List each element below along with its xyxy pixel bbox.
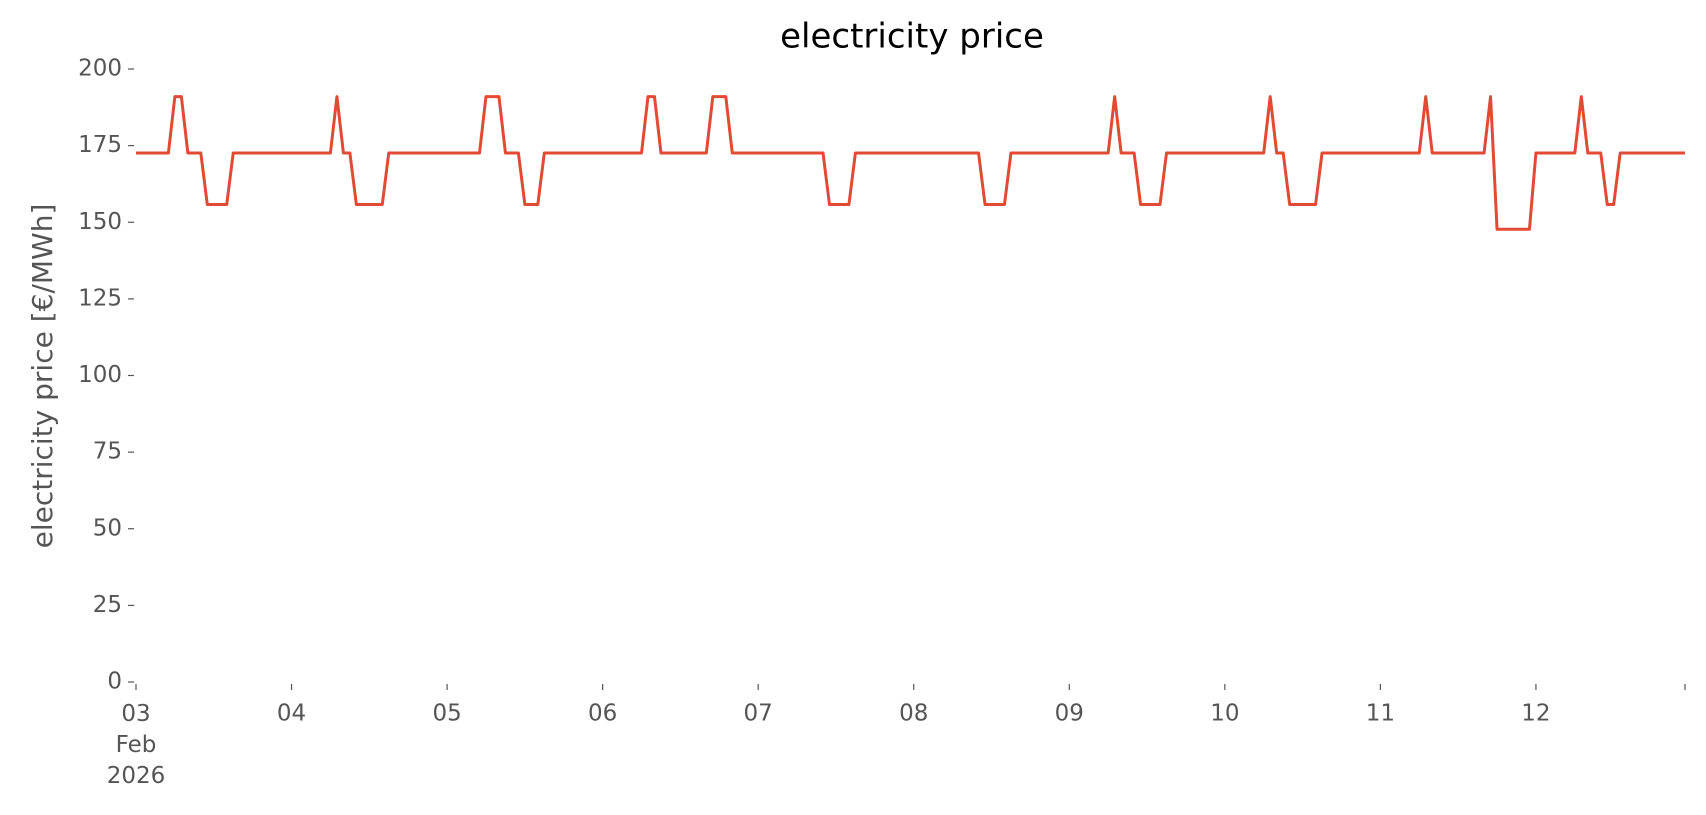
x-tick-label: 06	[588, 701, 617, 727]
x-tick-label: 03 Feb 2026	[107, 701, 166, 789]
x-tick-label: 12	[1521, 701, 1550, 727]
tick-label-line: Feb	[116, 732, 157, 758]
tick-label-line: 2026	[107, 763, 166, 789]
y-axis-label: electricity price [€/MWh]	[26, 204, 59, 549]
x-tick-label: 09	[1055, 701, 1084, 727]
y-tick-label: 50	[93, 515, 122, 541]
y-tick-label: 175	[78, 132, 122, 158]
x-tick-label: 04	[277, 701, 306, 727]
x-tick-label: 07	[744, 701, 773, 727]
y-tick-label: 100	[78, 362, 122, 388]
price-line	[136, 95, 1685, 231]
y-tick-label: 0	[107, 669, 122, 695]
y-tick-label: 200	[78, 56, 122, 82]
tick-label-line: 03	[121, 701, 150, 727]
x-tick-label: 08	[899, 701, 928, 727]
y-tick-label: 125	[78, 285, 122, 311]
chart-title: electricity price	[780, 17, 1044, 57]
y-tick-label: 150	[78, 209, 122, 235]
x-tick-label: 10	[1210, 701, 1239, 727]
x-tick-label: 05	[432, 701, 461, 727]
x-tick-label: 11	[1366, 701, 1395, 727]
y-tick-label: 75	[93, 439, 122, 465]
y-tick-label: 25	[93, 592, 122, 618]
